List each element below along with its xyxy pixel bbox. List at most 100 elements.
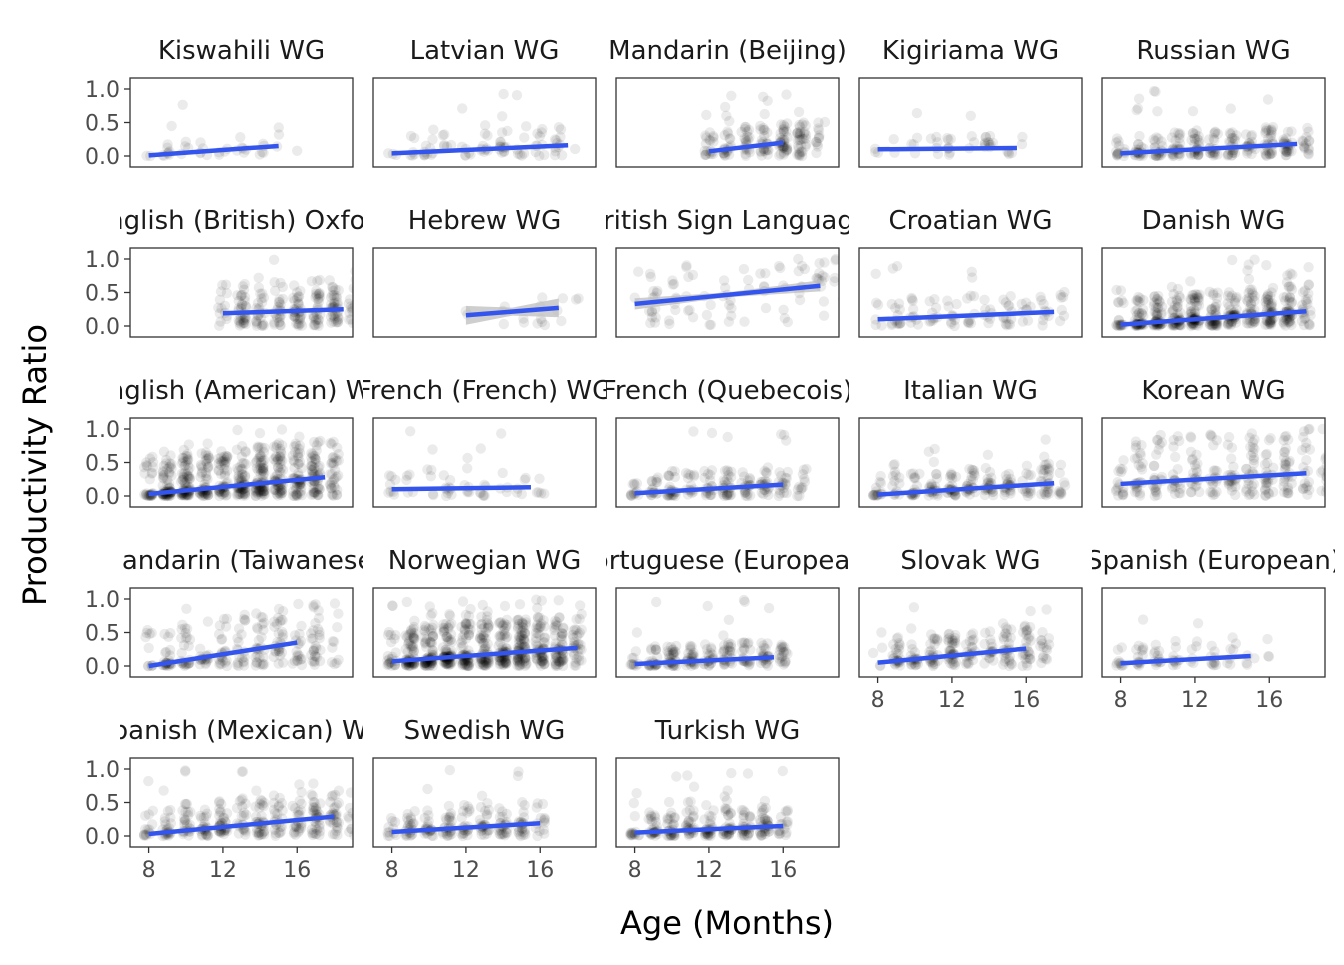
data-point	[909, 602, 919, 612]
data-point	[534, 151, 544, 161]
data-point	[688, 426, 698, 436]
data-point	[1227, 291, 1237, 301]
data-point	[706, 300, 716, 310]
data-point	[250, 652, 260, 662]
data-point	[255, 428, 265, 438]
data-point	[699, 473, 709, 483]
data-point	[1263, 295, 1273, 305]
data-point	[573, 293, 583, 303]
data-point	[333, 609, 343, 619]
data-point	[537, 317, 547, 327]
data-point	[1249, 455, 1259, 465]
data-point	[1226, 103, 1236, 113]
data-point	[1054, 489, 1064, 499]
data-point	[1227, 255, 1237, 265]
data-point	[141, 460, 151, 470]
data-point	[1226, 151, 1236, 161]
data-point	[998, 632, 1008, 642]
data-point	[350, 266, 360, 276]
data-point	[438, 130, 448, 140]
data-point	[758, 489, 768, 499]
facet-panel-croatian-wg	[870, 261, 1069, 331]
data-point	[1265, 149, 1275, 159]
data-point	[464, 661, 474, 671]
data-point	[308, 778, 318, 788]
data-point	[985, 131, 995, 141]
data-point	[274, 604, 284, 614]
data-point	[1209, 646, 1219, 656]
facet-title-norwegian-wg: Norwegian WG	[388, 546, 582, 576]
facet-panel-french-quebecois	[626, 426, 812, 501]
data-point	[180, 628, 190, 638]
data-point	[1138, 644, 1148, 654]
data-point	[720, 102, 730, 112]
data-point	[1205, 429, 1215, 439]
facet-panel-latvian-wg	[383, 89, 580, 161]
data-point	[215, 316, 225, 326]
data-point	[1282, 147, 1292, 157]
data-point	[498, 89, 508, 99]
data-point	[726, 91, 736, 101]
data-point	[553, 655, 563, 665]
y-tick-label: 0.0	[85, 825, 120, 850]
data-point	[277, 627, 287, 637]
data-point	[1174, 133, 1184, 143]
data-point	[889, 134, 899, 144]
data-point	[908, 296, 918, 306]
data-point	[1154, 445, 1164, 455]
facet-panel-spanish-european	[1111, 614, 1274, 671]
y-tick-label: 0.0	[85, 315, 120, 340]
y-tick-label: 0.5	[85, 282, 120, 307]
data-point	[1302, 123, 1312, 133]
data-point	[683, 272, 693, 282]
data-point	[794, 107, 804, 117]
data-point	[422, 464, 432, 474]
data-point	[269, 255, 279, 265]
data-point	[308, 625, 318, 635]
data-point	[813, 123, 823, 133]
data-point	[985, 626, 995, 636]
y-tick-label: 1.0	[85, 418, 120, 443]
facet-panel-norwegian-wg	[382, 595, 587, 672]
data-point	[330, 598, 340, 608]
data-point	[685, 470, 695, 480]
data-point	[428, 490, 438, 500]
data-point	[1298, 136, 1308, 146]
data-point	[221, 655, 231, 665]
data-point	[1021, 658, 1031, 668]
data-point	[1303, 148, 1313, 158]
data-point	[235, 132, 245, 142]
data-point	[219, 464, 229, 474]
data-point	[278, 294, 288, 304]
data-point	[1282, 270, 1292, 280]
data-point	[795, 150, 805, 160]
data-point	[681, 260, 691, 270]
data-point	[313, 483, 323, 493]
data-point	[251, 608, 261, 618]
data-point	[890, 644, 900, 654]
data-point	[760, 268, 770, 278]
data-point	[328, 636, 338, 646]
data-point	[312, 276, 322, 286]
data-point	[931, 132, 941, 142]
data-point	[895, 304, 905, 314]
x-tick-label: 8	[871, 688, 885, 713]
facet-title-kiswahili-wg: Kiswahili WG	[158, 36, 325, 66]
data-point	[910, 473, 920, 483]
data-point	[983, 450, 993, 460]
data-point	[1040, 489, 1050, 499]
facet-panel-korean-wg	[1111, 424, 1335, 501]
data-point	[334, 786, 344, 796]
data-point	[1055, 290, 1065, 300]
data-point	[496, 428, 506, 438]
data-point	[1279, 476, 1289, 486]
data-point	[876, 627, 886, 637]
data-point	[334, 818, 344, 828]
data-point	[1116, 285, 1126, 295]
y-tick-label: 0.5	[85, 622, 120, 647]
data-point	[254, 273, 264, 283]
data-point	[799, 134, 809, 144]
data-point	[251, 317, 261, 327]
data-point	[182, 469, 192, 479]
data-point	[1209, 128, 1219, 138]
